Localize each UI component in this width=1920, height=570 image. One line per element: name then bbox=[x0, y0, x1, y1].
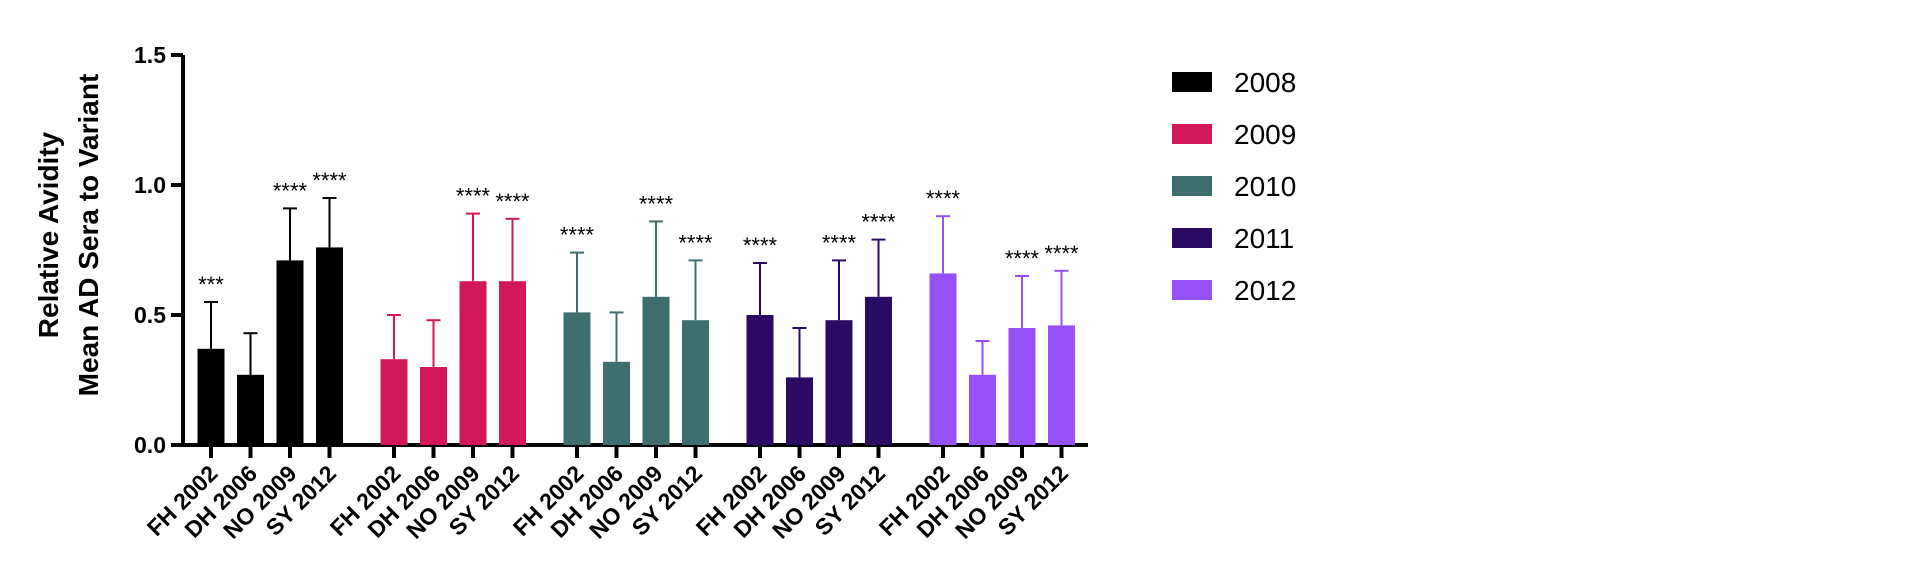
bar bbox=[1048, 325, 1075, 445]
bar bbox=[786, 377, 813, 445]
significance-label: **** bbox=[743, 233, 778, 258]
significance-label: **** bbox=[639, 191, 674, 216]
legend-swatch bbox=[1172, 228, 1212, 248]
y-tick-label: 1.5 bbox=[134, 42, 166, 68]
bar bbox=[603, 361, 630, 445]
legend-label: 2008 bbox=[1234, 67, 1296, 98]
significance-label: **** bbox=[678, 230, 713, 255]
bar bbox=[682, 320, 709, 445]
significance-label: **** bbox=[1044, 241, 1079, 266]
bar bbox=[865, 296, 892, 445]
significance-label: **** bbox=[926, 186, 961, 211]
legend-swatch bbox=[1172, 72, 1212, 92]
legend: 2008 2009 2010 2011 2012 bbox=[1172, 67, 1296, 306]
significance-label: **** bbox=[456, 184, 491, 209]
y-axis-title-line-2: Mean AD Sera to Variant bbox=[73, 74, 104, 397]
bar bbox=[969, 374, 996, 445]
legend-swatch bbox=[1172, 280, 1212, 300]
legend-label: 2010 bbox=[1234, 171, 1296, 202]
y-tick-label: 0.5 bbox=[134, 302, 166, 328]
bar bbox=[642, 296, 670, 445]
bar bbox=[563, 312, 591, 445]
y-tick-label: 0.0 bbox=[134, 432, 166, 458]
y-tick-label: 1.0 bbox=[134, 172, 166, 198]
significance-label: **** bbox=[822, 230, 857, 255]
bar bbox=[825, 320, 853, 445]
y-axis-title: Relative Avidity Mean AD Sera to Variant bbox=[33, 74, 104, 397]
bar bbox=[746, 315, 774, 445]
legend-swatch bbox=[1172, 124, 1212, 144]
significance-label: **** bbox=[273, 178, 308, 203]
bar bbox=[276, 260, 304, 445]
significance-label: **** bbox=[495, 189, 530, 214]
bar bbox=[1008, 328, 1036, 445]
significance-label: **** bbox=[1005, 246, 1040, 271]
legend-label: 2009 bbox=[1234, 119, 1296, 150]
bar bbox=[380, 359, 408, 445]
bar bbox=[499, 281, 526, 445]
bar bbox=[459, 281, 487, 445]
y-axis-title-line-1: Relative Avidity bbox=[33, 131, 64, 338]
legend-label: 2011 bbox=[1234, 223, 1294, 254]
legend-label: 2012 bbox=[1234, 275, 1296, 306]
bar bbox=[197, 348, 225, 445]
significance-label: **** bbox=[312, 168, 347, 193]
bar bbox=[420, 367, 447, 445]
significance-label: **** bbox=[560, 223, 595, 248]
significance-label: *** bbox=[198, 272, 224, 297]
legend-swatch bbox=[1172, 176, 1212, 196]
bar bbox=[929, 273, 957, 445]
bar bbox=[237, 374, 264, 445]
bar bbox=[316, 247, 343, 445]
significance-label: **** bbox=[861, 210, 896, 235]
